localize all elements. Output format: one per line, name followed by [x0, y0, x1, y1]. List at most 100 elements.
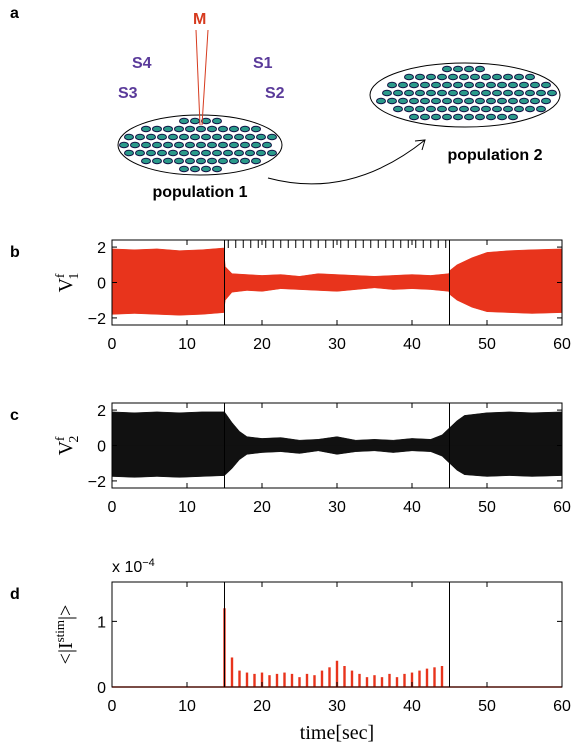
cell	[387, 81, 397, 89]
cell	[212, 117, 222, 125]
bar	[440, 666, 444, 687]
cell	[179, 133, 189, 141]
cell	[519, 81, 529, 89]
bar	[305, 673, 309, 687]
x-tick-label: 20	[253, 336, 271, 353]
cell	[196, 141, 206, 149]
x-axis-label: time[sec]	[300, 722, 374, 744]
cell	[503, 73, 513, 81]
cell	[481, 89, 491, 97]
cell	[464, 81, 474, 89]
cell	[179, 149, 189, 157]
cell	[409, 113, 419, 121]
bar	[380, 677, 384, 687]
cell	[486, 113, 496, 121]
cell	[130, 141, 140, 149]
x-tick-label: 10	[178, 336, 196, 353]
cell	[453, 97, 463, 105]
cell	[508, 113, 518, 121]
bar	[290, 673, 294, 687]
signal-envelope	[111, 282, 563, 316]
cell	[240, 157, 250, 165]
cell	[141, 157, 151, 165]
cell	[157, 149, 167, 157]
cell	[251, 125, 261, 133]
bar	[283, 672, 286, 687]
cell	[464, 97, 474, 105]
cell	[525, 105, 535, 113]
x-tick-label: 30	[328, 499, 346, 516]
cell	[442, 97, 452, 105]
cell	[541, 97, 551, 105]
cell	[234, 133, 244, 141]
cell	[185, 157, 195, 165]
cell	[481, 105, 491, 113]
cell	[245, 133, 255, 141]
cell	[190, 149, 200, 157]
cell	[514, 73, 524, 81]
cell	[431, 81, 441, 89]
cell	[223, 149, 233, 157]
cell	[514, 89, 524, 97]
x-tick-label: 0	[108, 336, 117, 353]
cell	[415, 73, 425, 81]
cell	[398, 81, 408, 89]
bar	[320, 670, 324, 687]
cell	[398, 97, 408, 105]
x-tick-label: 40	[403, 499, 421, 516]
cell	[508, 81, 518, 89]
electrode-m	[195, 29, 201, 126]
cell	[212, 165, 222, 173]
cell	[267, 149, 277, 157]
y-tick-label: −2	[88, 474, 106, 491]
cell	[514, 105, 524, 113]
cell	[453, 65, 463, 73]
bar	[418, 670, 421, 687]
cell	[459, 89, 469, 97]
bar	[433, 667, 436, 687]
cell	[207, 157, 217, 165]
scale-label: x 10−4	[112, 557, 155, 576]
bar	[373, 675, 376, 687]
y-tick-label: 2	[97, 240, 106, 257]
cell	[530, 81, 540, 89]
cell	[207, 125, 217, 133]
cell	[519, 97, 529, 105]
electrode-label: S1	[253, 55, 273, 72]
cell	[190, 165, 200, 173]
x-tick-label: 40	[403, 698, 421, 715]
cell	[404, 73, 414, 81]
cell	[185, 125, 195, 133]
cell	[464, 113, 474, 121]
cell	[376, 97, 386, 105]
cell	[262, 141, 272, 149]
cell	[135, 149, 145, 157]
cell	[251, 157, 261, 165]
diagram: a M S1 S2 S3 S4 population 1 population 2	[10, 5, 561, 201]
x-tick-label: 50	[478, 698, 496, 715]
cell	[218, 125, 228, 133]
cell	[415, 89, 425, 97]
scale-exponent: −4	[142, 557, 155, 569]
cell	[475, 81, 485, 89]
cell	[382, 89, 392, 97]
cell	[240, 125, 250, 133]
cell	[163, 125, 173, 133]
cell	[503, 89, 513, 97]
population-label: population 1	[152, 184, 247, 201]
cell	[141, 141, 151, 149]
cell	[442, 113, 452, 121]
bar	[358, 673, 361, 687]
cell	[212, 133, 222, 141]
cell	[174, 125, 184, 133]
cell	[448, 73, 458, 81]
cell	[201, 165, 211, 173]
cell	[420, 97, 430, 105]
cell	[212, 149, 222, 157]
cell	[267, 133, 277, 141]
panel-label: c	[10, 407, 19, 424]
cell	[135, 133, 145, 141]
cell	[223, 133, 233, 141]
cell	[174, 141, 184, 149]
